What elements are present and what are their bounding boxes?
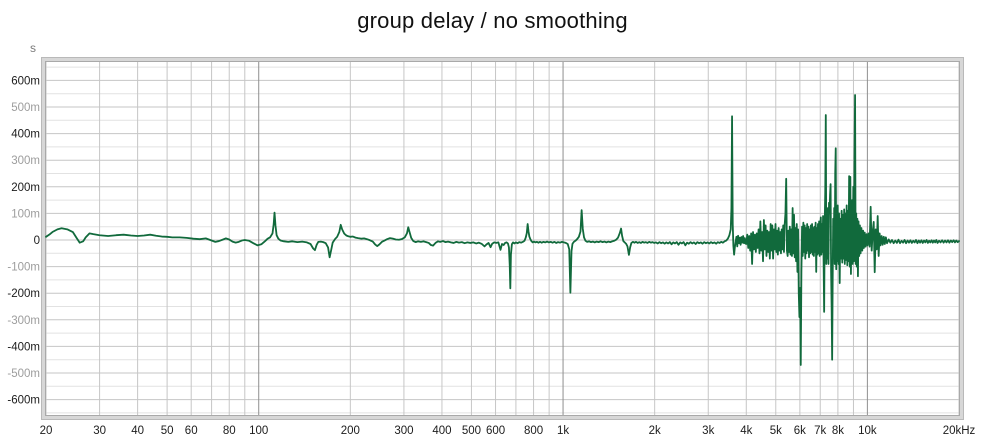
x-tick-label: 7k: [814, 425, 826, 437]
y-tick-label: 100m: [11, 208, 40, 220]
x-tick-label: 50: [161, 425, 174, 437]
y-tick-label: -600m: [7, 395, 40, 407]
x-tick-label: 8k: [832, 425, 844, 437]
plot-frame-outer: [41, 57, 964, 420]
chart-title: group delay / no smoothing: [357, 8, 628, 33]
x-tick-label: 500: [462, 425, 481, 437]
x-tick-label: 4k: [740, 425, 752, 437]
y-tick-label: -400m: [7, 341, 40, 353]
plot-frame-inner: [45, 61, 960, 416]
x-tick-label: 20kHz: [943, 425, 976, 437]
x-tick-label: 60: [185, 425, 198, 437]
group-delay-trace: [45, 94, 960, 366]
y-tick-label: -200m: [7, 288, 40, 300]
y-tick-label: 300m: [11, 155, 40, 167]
x-tick-label: 800: [524, 425, 543, 437]
x-tick-label: 10k: [858, 425, 877, 437]
x-tick-label: 6k: [794, 425, 806, 437]
x-tick-label: 400: [432, 425, 451, 437]
x-tick-label: 3k: [702, 425, 714, 437]
y-tick-label: 0: [34, 235, 40, 247]
y-tick-label: 200m: [11, 182, 40, 194]
y-tick-label: -500m: [7, 368, 40, 380]
y-tick-label: 500m: [11, 102, 40, 114]
y-tick-label: -100m: [7, 262, 40, 274]
x-tick-label: 2k: [649, 425, 661, 437]
x-tick-label: 100: [249, 425, 268, 437]
plot-frame: [42, 58, 963, 419]
x-tick-label: 300: [394, 425, 413, 437]
x-tick-label: 1k: [557, 425, 569, 437]
y-tick-label: 400m: [11, 129, 40, 141]
x-tick-label: 5k: [770, 425, 782, 437]
x-tick-label: 200: [341, 425, 360, 437]
x-tick-label: 600: [486, 425, 505, 437]
x-tick-label: 40: [131, 425, 144, 437]
y-tick-label: -300m: [7, 315, 40, 327]
y-tick-label: 600m: [11, 75, 40, 87]
x-tick-label: 80: [223, 425, 236, 437]
x-tick-label: 30: [93, 425, 106, 437]
x-tick-label: 20: [40, 425, 53, 437]
y-axis-unit-label: s: [30, 41, 36, 55]
